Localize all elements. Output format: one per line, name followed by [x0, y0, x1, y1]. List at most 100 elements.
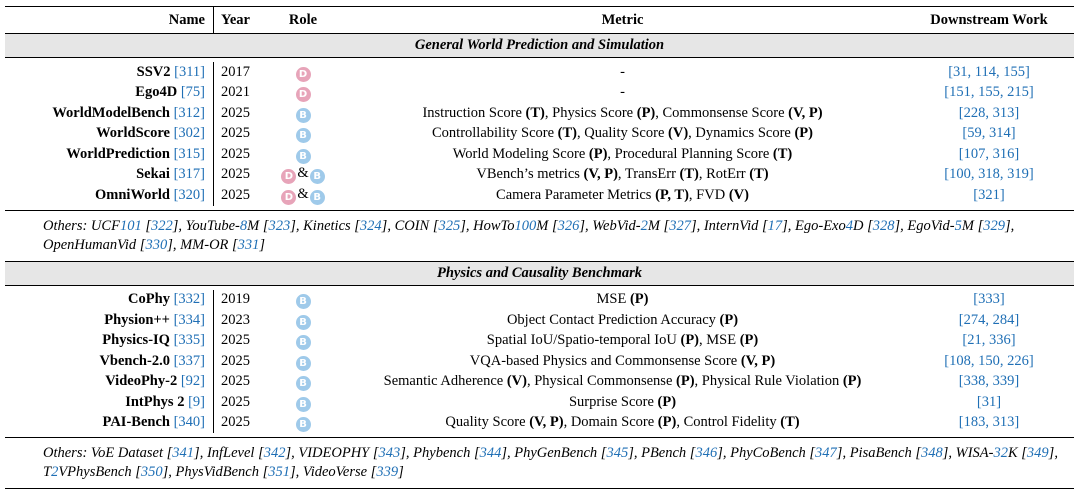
cell-name: WorldPrediction [315] — [5, 144, 214, 165]
table-row: WorldScore [302] 2025 B Controllability Sco… — [5, 123, 1074, 145]
cell-metric: Camera Parameter Metrics (P, T), FVD (V) — [496, 186, 749, 203]
dataset-name: OmniWorld — [95, 186, 170, 203]
cell-year: 2025 — [213, 103, 265, 124]
benchmark-table: Name Year Role Metric Downstream Work Ge… — [5, 6, 1074, 489]
cell-year: 2025 — [213, 123, 265, 144]
cell-name: SSV2 [311] — [5, 62, 214, 83]
section-title: Physics and Causality Benchmark — [5, 260, 1074, 286]
cell-year: 2025 — [213, 185, 265, 206]
dataset-name: SSV2 — [136, 63, 171, 80]
cell-metric: Semantic Adherence (V), Physical Commons… — [383, 373, 862, 390]
cell-downstream: [108, 150, 226] — [944, 352, 1034, 369]
cell-role: B — [265, 103, 341, 124]
cell-downstream: [21, 336] — [962, 332, 1016, 349]
header-metric: Metric — [341, 6, 904, 34]
citation: [312] — [173, 104, 205, 121]
citation: [302] — [173, 125, 205, 142]
dataset-name: Physion++ — [104, 311, 170, 328]
cell-metric: Surprise Score (P) — [568, 393, 677, 410]
cell-role: B — [265, 144, 341, 165]
cell-downstream: [338, 339] — [958, 373, 1020, 390]
cell-downstream: [107, 316] — [958, 145, 1020, 162]
dataset-role-icon: D — [281, 169, 297, 185]
table-row: Vbench-2.0 [337] 2025 B VQA-based Physics a… — [5, 351, 1074, 372]
citation: [340] — [173, 414, 205, 431]
section-title: General World Prediction and Simulation — [5, 33, 1074, 58]
table-row: CoPhy [332] 2019 B MSE (P) [333] — [5, 289, 1074, 311]
cell-metric: MSE (P) — [596, 291, 649, 308]
cell-downstream: [183, 313] — [958, 414, 1020, 431]
cell-role: D — [265, 62, 341, 83]
citation: [335] — [173, 332, 205, 349]
header-row: Name Year Role Metric Downstream Work — [5, 6, 1074, 34]
header-role: Role — [265, 6, 341, 34]
dataset-name: PAI-Bench — [102, 414, 170, 431]
cell-role: D & B — [265, 165, 341, 186]
cell-name: OmniWorld [320] — [5, 185, 214, 206]
dataset-role-icon: D — [281, 189, 297, 205]
cell-metric: - — [620, 63, 625, 80]
citation: [334] — [173, 311, 205, 328]
dataset-name: WorldModelBench — [52, 104, 170, 121]
cell-role: B — [265, 310, 341, 331]
citation: [311] — [174, 63, 205, 80]
citation: [75] — [180, 84, 205, 101]
cell-role: B — [265, 290, 341, 311]
dataset-name: Ego4D — [135, 84, 178, 101]
cell-downstream: [228, 313] — [958, 104, 1020, 121]
cell-year: 2023 — [213, 310, 265, 331]
citation: [332] — [173, 291, 205, 308]
benchmark-role-icon: B — [295, 314, 311, 330]
cell-year: 2025 — [213, 371, 265, 392]
cell-name: VideoPhy-2 [92] — [5, 372, 214, 393]
dataset-name: VideoPhy-2 — [105, 373, 178, 390]
benchmark-role-icon: B — [295, 355, 311, 371]
table-row: WorldModelBench [312] 2025 B Instruction Sc… — [5, 103, 1074, 124]
benchmark-role-icon: B — [295, 376, 311, 392]
table-body: General World Prediction and Simulation S… — [5, 33, 1074, 489]
citation: [92] — [180, 373, 205, 390]
header-name: Name — [5, 6, 214, 34]
table-row: SSV2 [311] 2017 D - [31, 114, 155] — [5, 62, 1074, 83]
cell-metric: Quality Score (V, P), Domain Score (P), … — [445, 414, 800, 431]
others-text: Others: VoE Dataset [341], InfLevel [342… — [5, 437, 1074, 489]
cell-role: B — [265, 331, 341, 352]
cell-role: B — [265, 392, 341, 413]
cell-name: WorldModelBench [312] — [5, 103, 214, 124]
cell-name: Physics-IQ [335] — [5, 331, 214, 352]
benchmark-role-icon: B — [309, 189, 325, 205]
benchmark-role-icon: B — [295, 294, 311, 310]
cell-downstream: [321] — [973, 186, 1005, 203]
cell-year: 2025 — [213, 392, 265, 413]
dataset-name: Physics-IQ — [102, 332, 170, 349]
cell-downstream: [333] — [973, 291, 1005, 308]
cell-name: PAI-Bench [340] — [5, 413, 214, 434]
cell-metric: Object Contact Prediction Accuracy (P) — [506, 311, 739, 328]
cell-name: WorldScore [302] — [5, 124, 214, 145]
cell-year: 2025 — [213, 144, 265, 165]
cell-name: Vbench-2.0 [337] — [5, 351, 214, 372]
others-row: Others: VoE Dataset [341], InfLevel [342… — [5, 437, 1074, 489]
cell-role: B — [265, 351, 341, 372]
cell-role: B — [265, 372, 341, 393]
table-row: PAI-Bench [340] 2025 B Quality Score (V, P)… — [5, 412, 1074, 434]
cell-year: 2025 — [213, 412, 265, 433]
dataset-name: Sekai — [136, 166, 170, 183]
citation: [320] — [173, 186, 205, 203]
cell-downstream: [31, 114, 155] — [948, 63, 1030, 80]
cell-downstream: [31] — [976, 393, 1002, 410]
cell-downstream: [100, 318, 319] — [944, 166, 1034, 183]
header-downstream: Downstream Work — [904, 6, 1074, 34]
role-joiner: & — [297, 165, 309, 182]
cell-role: D — [265, 83, 341, 104]
citation: [337] — [173, 352, 205, 369]
cell-year: 2019 — [213, 289, 265, 310]
cell-role: B — [265, 124, 341, 145]
section-header-row: Physics and Causality Benchmark — [5, 260, 1074, 286]
benchmark-role-icon: B — [295, 148, 311, 164]
cell-downstream: [151, 155, 215] — [944, 84, 1034, 101]
cell-metric: Controllability Score (T), Quality Score… — [432, 125, 813, 142]
cell-name: IntPhys 2 [9] — [5, 392, 214, 413]
table-row: OmniWorld [320] 2025 D & B Camera Parameter M… — [5, 185, 1074, 206]
